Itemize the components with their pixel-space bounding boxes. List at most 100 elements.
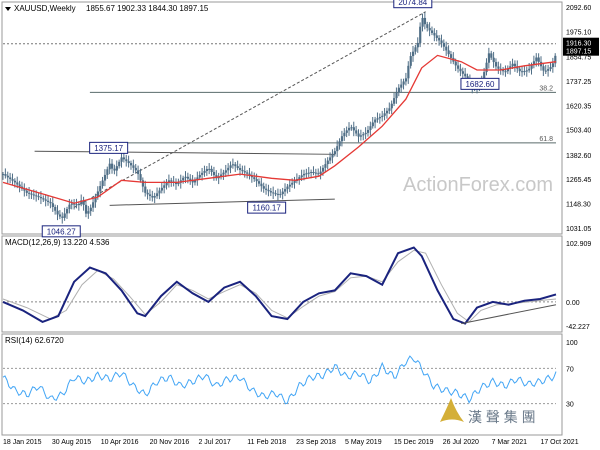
rsi-series	[2, 355, 557, 405]
rsi-title: RSI(14) 62.6720	[5, 336, 64, 345]
price-bar-body	[279, 194, 282, 196]
price-bar-body	[243, 171, 246, 173]
price-bar-body	[400, 84, 403, 88]
price-bar-body	[236, 166, 239, 169]
dropdown-triangle-icon[interactable]	[5, 7, 11, 11]
price-bar-body	[409, 56, 412, 66]
price-label-box-1	[89, 141, 129, 154]
price-bar-body	[156, 193, 159, 197]
price-bar-body	[122, 157, 126, 160]
price-bar-body	[300, 175, 303, 178]
price-bar-body	[227, 167, 230, 171]
price-bar-body	[103, 174, 107, 181]
price-bar-body	[286, 186, 289, 190]
price-bar-body	[438, 37, 441, 41]
price-bar-body	[177, 182, 180, 185]
price-bar-body	[163, 185, 166, 188]
price-bar-body	[196, 177, 199, 180]
price-bar-body	[404, 78, 408, 82]
price-bar-body	[293, 180, 296, 183]
price-bar-body	[416, 42, 419, 48]
price-bar-body	[329, 157, 332, 161]
price-bar-body	[272, 192, 275, 194]
price-bar-body	[511, 63, 514, 67]
trendline-0	[34, 150, 335, 155]
price-y-tick-6: 1382.60	[566, 153, 591, 160]
price-bar-body	[528, 68, 531, 71]
symbol-title: XAUUSD,Weekly	[14, 4, 76, 13]
price-bar-body	[189, 178, 192, 181]
price-bar-body	[492, 57, 495, 63]
price-bar-body	[68, 204, 71, 210]
price-y-tick-8: 1148.30	[566, 202, 591, 209]
price-bar-body	[414, 47, 417, 52]
price-bar-body	[362, 134, 365, 136]
price-bar-body	[220, 174, 223, 177]
price-bar-body	[497, 66, 500, 69]
price-bar-body	[246, 172, 249, 174]
trendline-1	[109, 198, 335, 206]
price-bar-body	[32, 194, 36, 196]
price-bar-body	[407, 65, 410, 79]
price-bar-body	[39, 196, 43, 199]
rsi-y-tick-2: 30	[566, 402, 574, 409]
price-bar-body	[310, 172, 313, 174]
reference-lines: 38.2 61.8	[3, 11, 556, 405]
price-bar-body	[153, 196, 156, 198]
price-y-tick-7: 1265.45	[566, 177, 591, 184]
resistance-price-label: 1916.30	[566, 41, 591, 48]
price-bar-body	[99, 186, 102, 192]
price-label-box-3	[41, 225, 81, 238]
price-bar-body	[132, 165, 135, 168]
price-bar-body	[80, 200, 83, 205]
price-bar-body	[274, 193, 277, 195]
price-bar-body	[75, 204, 78, 206]
price-bar-body	[239, 168, 242, 170]
price-bar-body	[120, 157, 123, 162]
price-bar-body	[525, 70, 528, 72]
price-y-tick-3: 1737.25	[566, 79, 591, 86]
x-tick-10: 7 Mar 2021	[492, 439, 528, 446]
price-bar-body	[506, 68, 510, 72]
price-bar-body	[421, 17, 424, 27]
x-tick-6: 23 Sep 2018	[296, 439, 336, 446]
price-bar-body	[257, 181, 261, 184]
price-bar-body	[430, 30, 434, 33]
watermark: ActionForex.com	[403, 174, 553, 196]
price-bar-body	[115, 166, 118, 171]
x-tick-3: 20 Nov 2016	[150, 439, 190, 446]
price-bar-body	[423, 17, 427, 25]
price-bar-body	[483, 72, 486, 82]
macd-signal-line	[2, 249, 557, 323]
price-bar-body	[457, 65, 460, 69]
price-bar-body	[89, 207, 92, 212]
price-bar-body	[210, 168, 213, 173]
price-bar-body	[374, 119, 377, 123]
price-bar-body	[129, 163, 133, 166]
price-bar-body	[248, 173, 251, 176]
price-bar-body	[108, 163, 111, 170]
price-bar-body	[355, 130, 358, 134]
price-bar-body	[445, 46, 448, 51]
price-bar-body	[167, 180, 171, 183]
fib-label-0: 38.2	[539, 85, 553, 92]
price-bar-body	[447, 50, 450, 55]
price-bar-body	[412, 51, 415, 57]
price-bar-body	[63, 213, 66, 218]
price-bar-body	[338, 141, 341, 147]
price-bar-body	[532, 61, 536, 66]
price-bar-body	[13, 180, 17, 183]
price-bar-body	[193, 179, 197, 183]
price-label-2: 1160.17	[252, 204, 281, 213]
price-bar-body	[305, 173, 308, 175]
price-bar-body	[485, 62, 488, 73]
price-bar-body	[547, 68, 550, 71]
price-bar-body	[554, 55, 557, 64]
price-bar-body	[544, 70, 547, 72]
ohlc-readout: 1855.67 1902.33 1844.30 1897.15	[86, 4, 209, 13]
price-bar-body	[317, 173, 320, 175]
price-bar-body	[151, 195, 154, 198]
trendline-2	[73, 11, 426, 208]
price-bar-body	[348, 127, 351, 131]
